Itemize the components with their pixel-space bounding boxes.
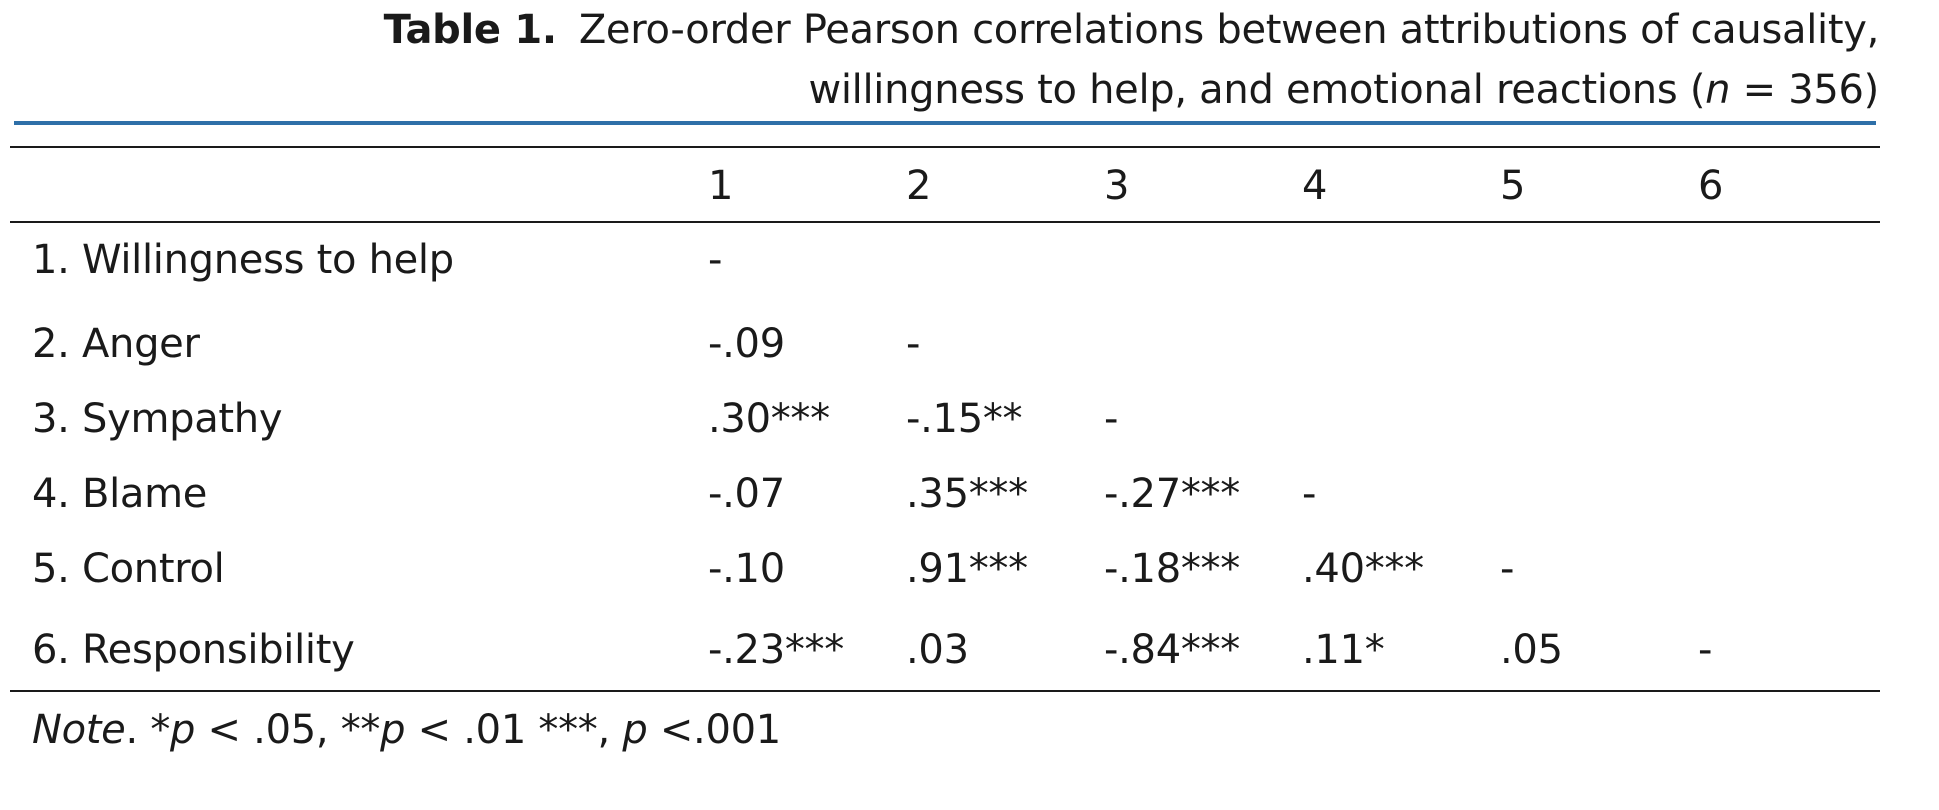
column-header-1: 1 [708,163,734,209]
row-label-4: 4. Blame [32,471,208,517]
table-cell-r6-c5: .05 [1500,627,1563,673]
table-cell-r5-c1: -.10 [708,546,785,592]
row-label-5: 5. Control [32,546,225,592]
table-cell-r4-c3: -.27*** [1104,471,1240,517]
note-threshold-2: < .01 ***, [405,707,623,753]
note-p-2: p [380,707,406,753]
table-caption: Table 1. Zero-order Pearson correlations … [379,0,1880,120]
caption-title-line-1: Zero-order Pearson correlations between … [578,7,1879,53]
note-threshold-3: <.001 [647,707,781,753]
table-cell-r4-c1: -.07 [708,471,785,517]
table-cell-r2-c2: - [906,321,921,367]
table-cell-r3-c1: .30*** [708,396,830,442]
table-cell-r6-c4: .11* [1302,627,1385,673]
note-p-1: p [170,707,196,753]
table-cell-r5-c4: .40*** [1302,546,1424,592]
table-cell-r6-c2: .03 [906,627,969,673]
note-label: Note [32,707,126,753]
table-bottom-rule [10,690,1880,692]
table-cell-r4-c4: - [1302,471,1317,517]
table-cell-r5-c3: -.18*** [1104,546,1240,592]
row-label-2: 2. Anger [32,321,200,367]
table-cell-r5-c2: .91*** [906,546,1028,592]
column-header-6: 6 [1698,163,1724,209]
header-bottom-rule [10,221,1880,223]
column-header-4: 4 [1302,163,1328,209]
table-cell-r4-c2: .35*** [906,471,1028,517]
table-cell-r3-c3: - [1104,396,1119,442]
note-punct: . * [125,707,171,753]
table-cell-r3-c2: -.15** [906,396,1023,442]
caption-title-line-2: willingness to help, and emotional react… [808,67,1706,113]
caption-sample-size: = 356) [1730,67,1880,113]
table-cell-r1-c1: - [708,237,723,283]
table-cell-r2-c1: -.09 [708,321,785,367]
caption-line-2: willingness to help, and emotional react… [379,60,1879,120]
accent-rule [14,121,1876,125]
table-cell-r5-c5: - [1500,546,1515,592]
caption-line-1: Table 1. Zero-order Pearson correlations … [379,0,1880,60]
table-note: Note. *p < .05, **p < .01 ***, p <.001 [32,706,781,754]
note-threshold-1: < .05, ** [195,707,381,753]
row-label-1: 1. Willingness to help [32,237,454,283]
caption-label: Table 1. [383,7,557,53]
table-cell-r6-c3: -.84*** [1104,627,1240,673]
table-top-rule [10,146,1880,148]
caption-n-variable: n [1705,67,1731,113]
column-header-3: 3 [1104,163,1130,209]
table-cell-r6-c6: - [1698,627,1713,673]
row-label-6: 6. Responsibility [32,627,355,673]
row-label-3: 3. Sympathy [32,396,283,442]
note-p-3: p [622,707,648,753]
column-header-5: 5 [1500,163,1526,209]
table-cell-r6-c1: -.23*** [708,627,844,673]
column-header-2: 2 [906,163,932,209]
